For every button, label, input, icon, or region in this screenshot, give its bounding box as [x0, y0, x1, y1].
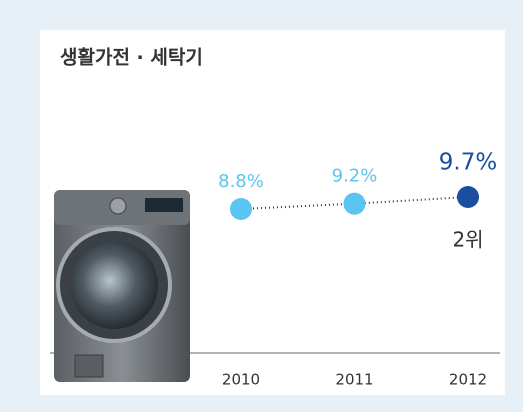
chart-title: 생활가전 · 세탁기 — [60, 47, 203, 69]
x-tick-label: 2010 — [222, 371, 260, 389]
point — [343, 192, 366, 215]
x-tick-label: 2011 — [335, 371, 373, 389]
value-label: 8.8% — [218, 171, 264, 192]
point — [457, 186, 479, 208]
annotation: 2위 — [452, 228, 483, 252]
point — [230, 198, 252, 220]
value-label: 9.2% — [332, 166, 378, 187]
x-tick-label: 2012 — [449, 371, 487, 389]
value-label: 9.7% — [439, 150, 497, 176]
washing-machine — [54, 190, 190, 382]
